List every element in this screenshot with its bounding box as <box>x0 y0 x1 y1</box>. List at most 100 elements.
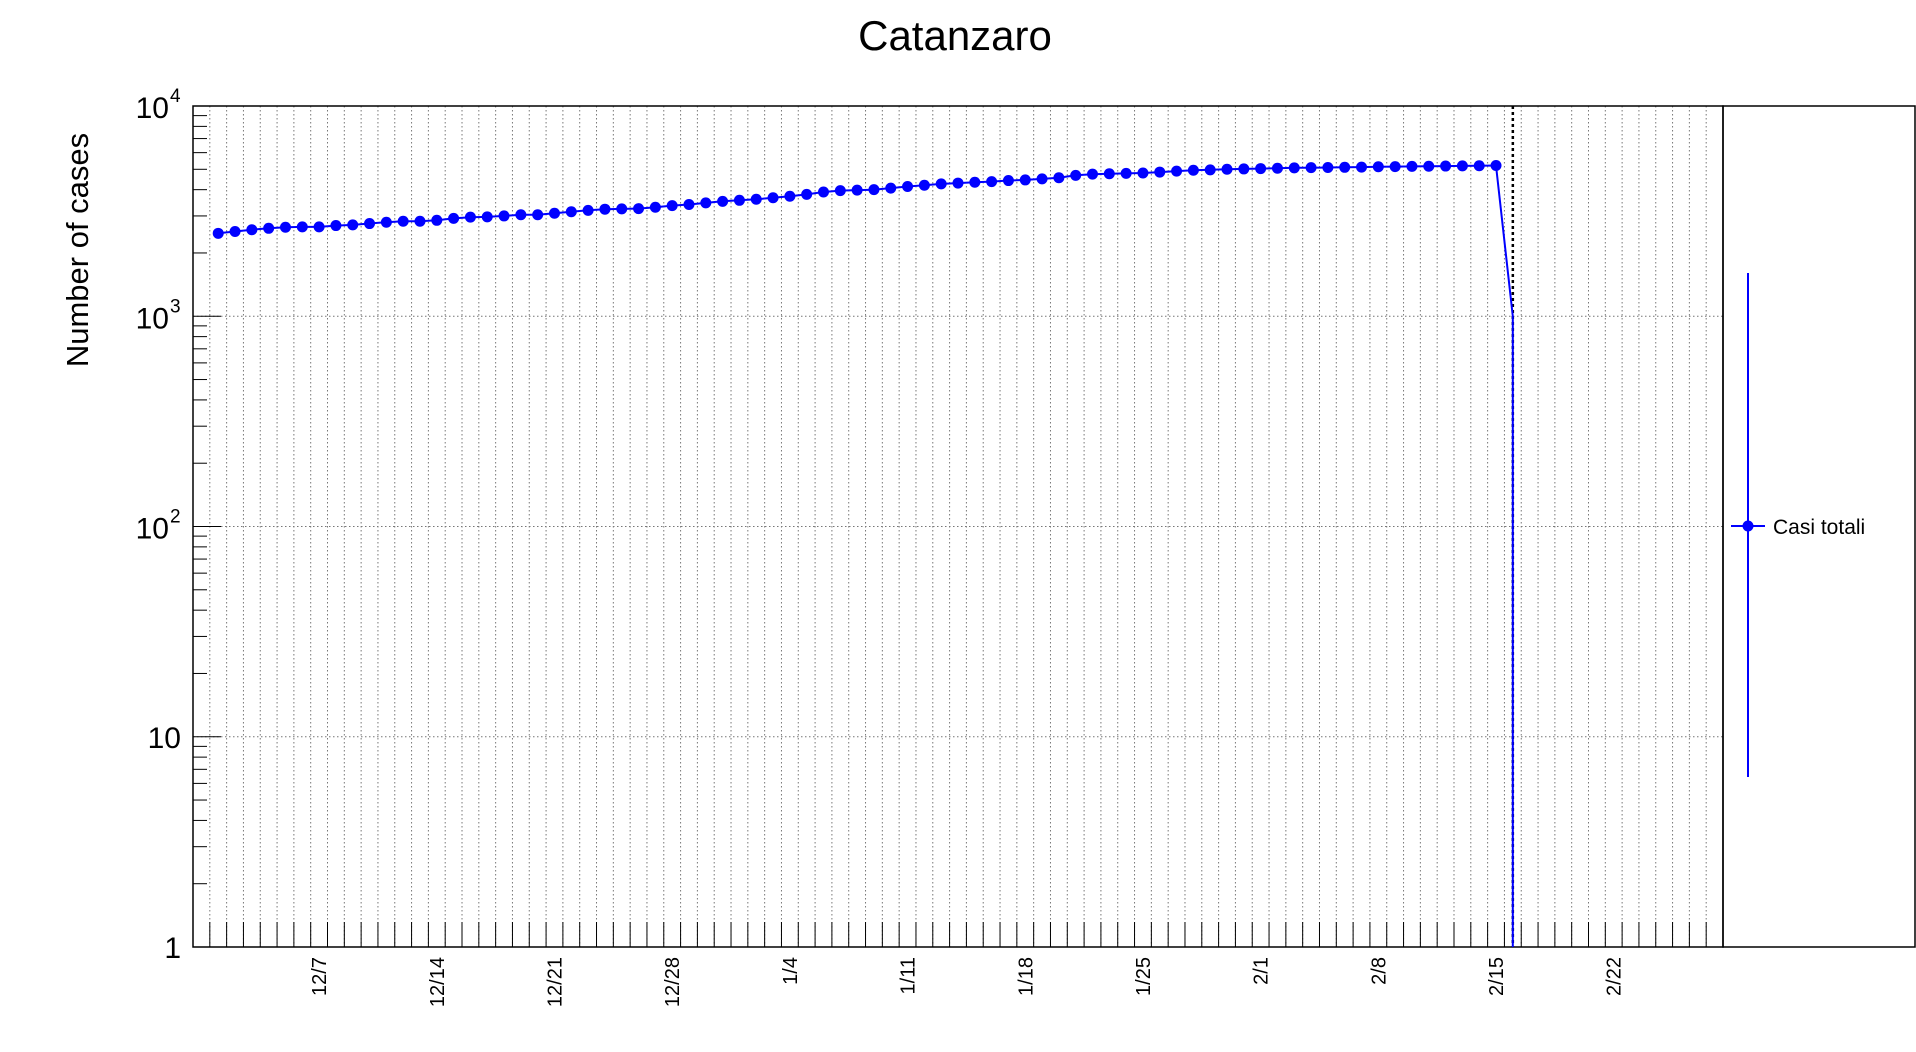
data-point <box>279 221 291 233</box>
data-point <box>902 181 914 193</box>
x-tick-label: 2/15 <box>1486 957 1508 996</box>
x-tick-label: 2/8 <box>1368 957 1390 985</box>
data-point <box>380 216 392 228</box>
data-point <box>582 204 594 216</box>
data-point <box>1154 166 1166 178</box>
data-point <box>1440 160 1452 172</box>
x-tick-label: 2/22 <box>1604 957 1626 996</box>
data-point <box>1204 164 1216 176</box>
data-point <box>767 192 779 204</box>
data-point <box>1305 162 1317 174</box>
data-point <box>565 206 577 218</box>
data-point <box>1171 165 1183 177</box>
data-point <box>1137 167 1149 179</box>
data-point <box>817 186 829 198</box>
data-point <box>431 214 443 226</box>
data-point <box>1019 174 1031 186</box>
data-point <box>1490 160 1502 172</box>
legend-entry: Casi totali <box>1731 273 1865 777</box>
x-tick-label: 1/25 <box>1133 957 1155 996</box>
data-point <box>700 197 712 209</box>
y-tick-label: 10 <box>136 92 169 125</box>
data-point <box>481 211 493 223</box>
data-point <box>1002 175 1014 187</box>
data-point <box>616 203 628 215</box>
data-point <box>1423 160 1435 172</box>
data-point <box>229 225 241 237</box>
data-point <box>1070 169 1082 181</box>
data-point <box>599 203 611 215</box>
data-point <box>364 218 376 230</box>
data-point <box>1221 163 1233 175</box>
data-point <box>1271 162 1283 174</box>
data-point <box>918 179 930 191</box>
x-tick-labels: 12/7 12/14 12/21 12/28 1/4 1/11 1/18 1/25 2/1 2/8… <box>309 957 1626 1007</box>
x-tick-label: 1/18 <box>1015 957 1037 996</box>
data-point <box>1036 173 1048 185</box>
data-point <box>1456 160 1468 172</box>
series-casi-totali <box>212 160 1514 947</box>
data-point <box>733 194 745 206</box>
data-point <box>1087 168 1099 180</box>
data-point <box>448 212 460 224</box>
data-point <box>246 224 258 236</box>
data-point <box>1053 172 1065 184</box>
data-point <box>548 207 560 219</box>
y-tick-label: 10 <box>136 513 169 546</box>
data-point <box>1339 161 1351 173</box>
data-point <box>498 210 510 222</box>
data-point <box>649 201 661 213</box>
data-point <box>414 215 426 227</box>
data-point <box>1322 161 1334 173</box>
data-point <box>296 221 308 233</box>
data-point <box>515 209 527 221</box>
data-point <box>1389 161 1401 173</box>
data-point <box>935 178 947 190</box>
data-point <box>717 195 729 207</box>
data-point <box>1406 160 1418 172</box>
y-tick-label: 1 <box>164 932 181 965</box>
data-point <box>532 209 544 221</box>
data-point <box>851 184 863 196</box>
y-tick-label: 10 <box>148 722 181 755</box>
data-point <box>1187 164 1199 176</box>
legend-marker <box>1742 520 1754 532</box>
y-tick-exponent: 4 <box>170 86 181 107</box>
data-point <box>464 211 476 223</box>
data-point <box>1356 161 1368 173</box>
data-point <box>885 182 897 194</box>
data-point <box>1288 162 1300 174</box>
data-point <box>750 193 762 205</box>
y-tick-label: 10 <box>136 302 169 335</box>
y-tick-exponent: 2 <box>170 507 181 528</box>
y-axis-label: Number of cases <box>60 133 95 367</box>
data-point <box>666 200 678 212</box>
legend-label: Casi totali <box>1773 516 1865 539</box>
data-point <box>683 199 695 211</box>
data-point <box>313 221 325 233</box>
x-tick-label: 12/7 <box>309 957 331 996</box>
data-point <box>952 177 964 189</box>
legend-box <box>1722 105 1916 948</box>
data-point <box>263 222 275 234</box>
data-point <box>1473 160 1485 172</box>
x-tick-label: 1/4 <box>780 957 802 985</box>
x-tick-label: 12/21 <box>544 957 566 1007</box>
data-point <box>212 227 224 239</box>
data-point <box>1372 161 1384 173</box>
grid <box>193 106 1723 947</box>
data-point <box>1255 163 1267 175</box>
data-point <box>868 184 880 196</box>
data-point <box>1120 167 1132 179</box>
data-point <box>347 219 359 231</box>
data-point <box>784 190 796 202</box>
data-point <box>986 176 998 188</box>
x-tick-label: 12/28 <box>662 957 684 1007</box>
y-tick-exponent: 3 <box>170 296 181 317</box>
data-point <box>1103 168 1115 180</box>
data-point <box>834 185 846 197</box>
data-point <box>969 176 981 188</box>
data-point <box>1238 163 1250 175</box>
